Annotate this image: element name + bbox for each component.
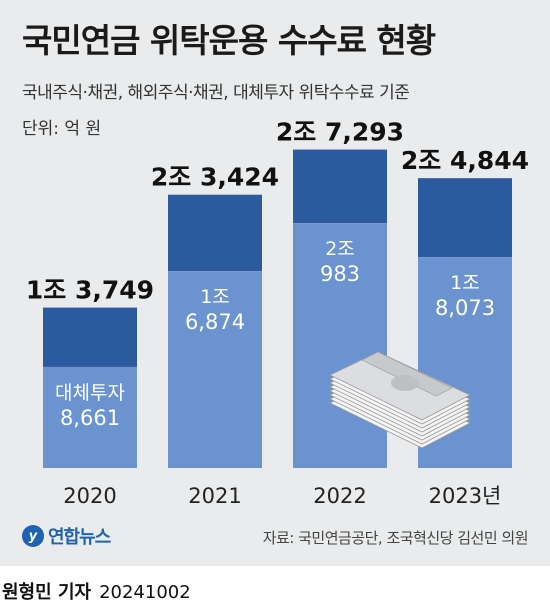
lower-label-line1-2023년: 1조 xyxy=(450,272,480,294)
bar-total-segment-2021 xyxy=(168,194,262,272)
lower-label-line1-2021: 1조 xyxy=(200,286,230,308)
lower-label-line2-2021: 6,874 xyxy=(185,310,245,334)
byline-author: 원형민 기자 xyxy=(2,582,92,603)
total-label-2022: 2조 7,293 xyxy=(276,118,404,147)
bar-total-segment-2023년 xyxy=(418,178,512,258)
yonhap-logo-icon: y xyxy=(22,525,44,547)
bar-lower-segment-2021 xyxy=(168,271,262,468)
x-tick-2021: 2021 xyxy=(188,484,241,508)
total-label-2020: 1조 3,749 xyxy=(26,276,154,305)
byline: 원형민 기자 20241002 xyxy=(2,578,191,604)
lower-label-line2-2022: 983 xyxy=(320,262,360,286)
x-tick-2022: 2022 xyxy=(313,484,366,508)
total-label-2021: 2조 3,424 xyxy=(151,163,279,192)
lower-label-line2-2023년: 8,073 xyxy=(435,296,495,320)
logo-text: 연합뉴스 xyxy=(48,527,111,548)
bar-lower-segment-2022 xyxy=(293,223,387,468)
chart-title: 국민연금 위탁운용 수수료 현황 xyxy=(22,21,436,60)
source-note: 자료: 국민연금공단, 조국혁신당 김선민 의원 xyxy=(262,529,529,547)
byline-date: 20241002 xyxy=(99,582,191,603)
money-stack-icon xyxy=(329,351,471,449)
lower-label-line1-2020: 대체투자 xyxy=(55,382,125,404)
bar-total-segment-2022 xyxy=(293,149,387,224)
unit-label: 단위: 억 원 xyxy=(22,119,102,139)
lower-label-line2-2020: 8,661 xyxy=(60,406,120,430)
yonhap-logo: y 연합뉴스 xyxy=(22,523,111,549)
total-label-2023년: 2조 4,844 xyxy=(401,146,529,175)
bar-total-segment-2020 xyxy=(43,307,137,367)
x-tick-2023년: 2023년 xyxy=(429,484,502,508)
bar-lower-segment-2020 xyxy=(43,366,137,468)
chart-subtitle: 국내주식·채권, 해외주식·채권, 대체투자 위탁수수료 기준 xyxy=(22,83,410,103)
lower-label-line1-2022: 2조 xyxy=(325,238,355,260)
x-tick-2020: 2020 xyxy=(63,484,116,508)
